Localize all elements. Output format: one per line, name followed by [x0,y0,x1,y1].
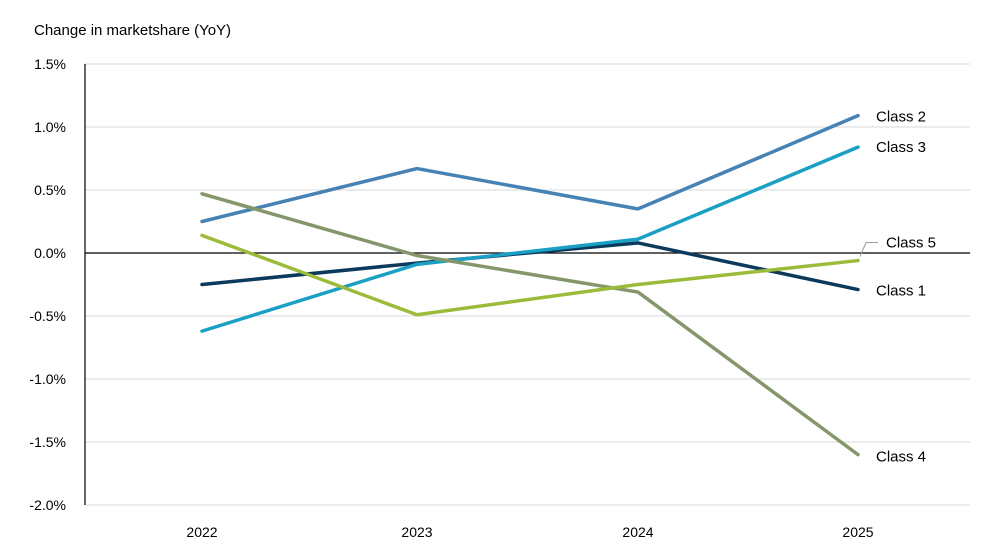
series-label: Class 4 [876,449,926,466]
y-tick-label: 0.5% [34,182,66,198]
series-line-class-5 [200,233,860,317]
series-label: Class 3 [876,139,926,156]
y-tick-label: 1.5% [34,56,66,72]
x-tick-labels: 2022 2023 2024 2025 [186,524,873,540]
series-labels: Class 1 Class 2 Class 3 Class 4 Class 5 [859,109,936,466]
x-tick-label: 2023 [401,524,432,540]
series-label: Class 5 [886,235,936,252]
y-tick-labels: 1.5% 1.0% 0.5% 0.0% -0.5% -1.0% -1.5% -2.0% [29,56,66,513]
y-tick-label: 0.0% [34,245,66,261]
y-tick-label: -1.0% [29,371,66,387]
label-leader-line [859,242,878,257]
y-tick-label: 1.0% [34,119,66,135]
x-tick-label: 2022 [186,524,217,540]
series-label: Class 1 [876,283,926,300]
y-tick-label: -0.5% [29,308,66,324]
series-lines [200,113,860,457]
series-line-class-4 [200,192,860,457]
y-axis-title: Change in marketshare (YoY) [34,22,231,39]
series-label: Class 2 [876,109,926,126]
y-tick-label: -2.0% [29,497,66,513]
series-line-class-2 [200,113,860,224]
x-tick-label: 2025 [842,524,873,540]
series-line-class-3 [200,145,860,333]
x-tick-label: 2024 [622,524,653,540]
y-tick-label: -1.5% [29,434,66,450]
